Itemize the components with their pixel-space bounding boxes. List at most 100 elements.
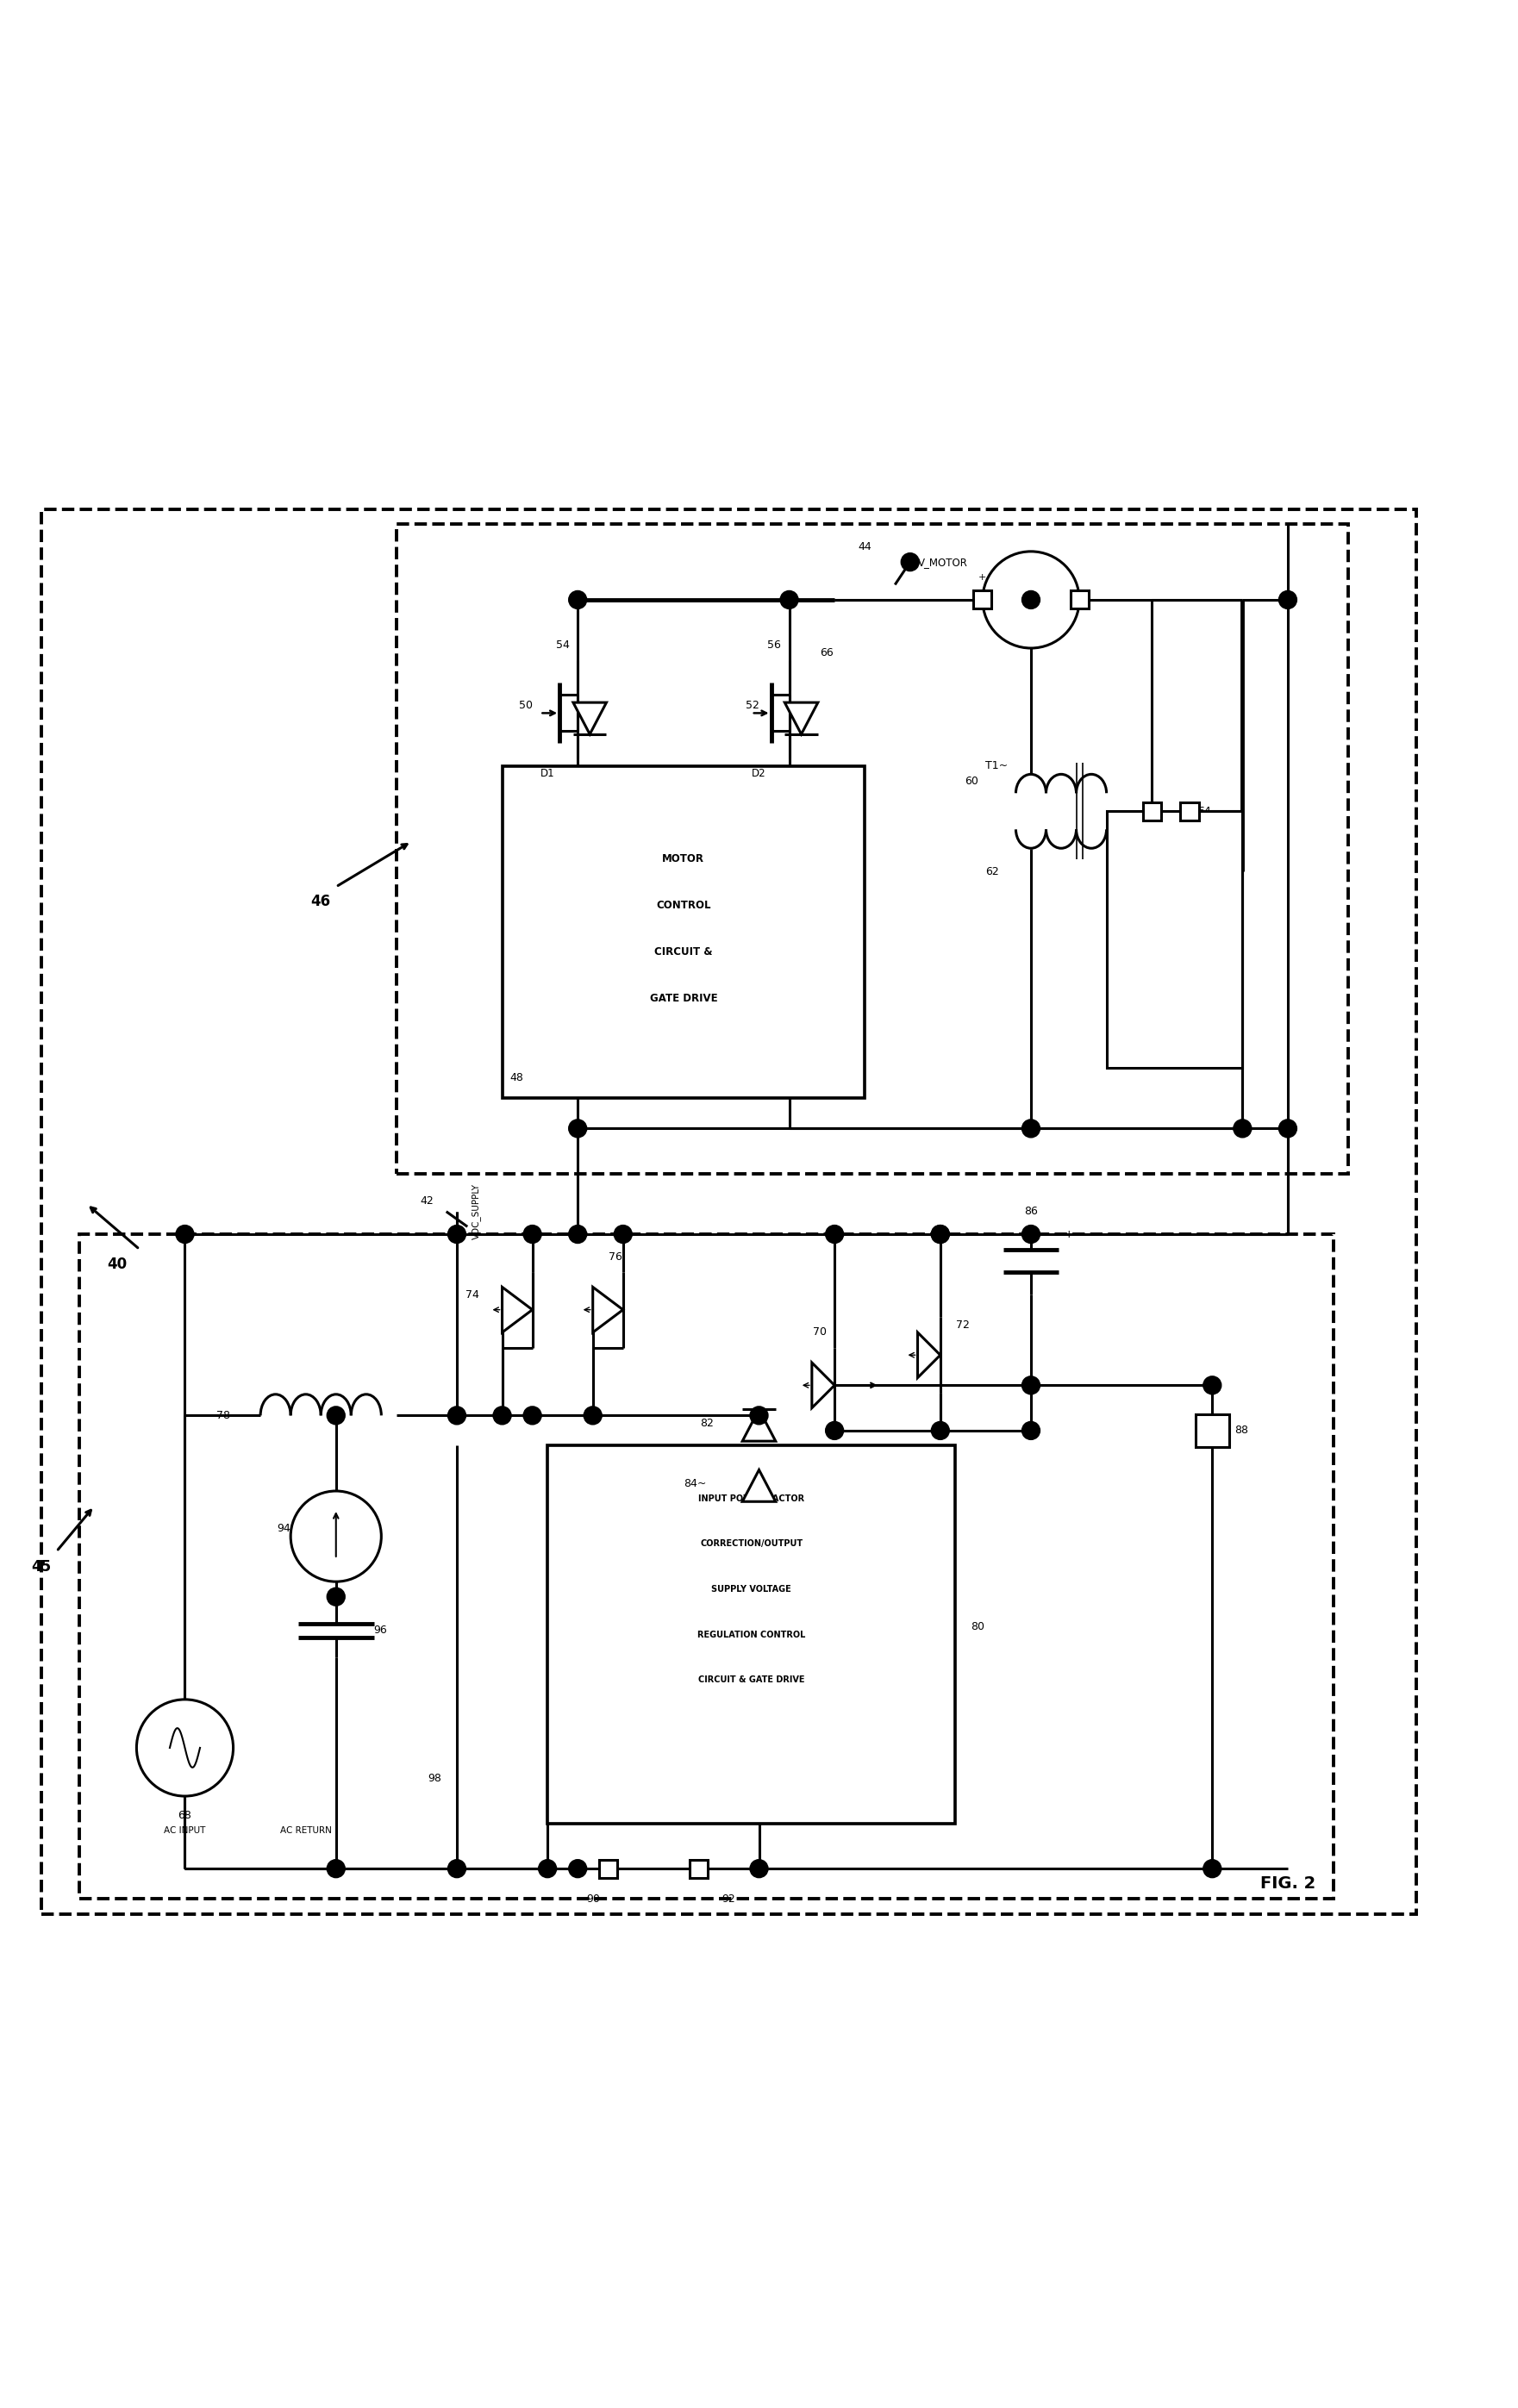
Circle shape [826,1226,842,1243]
Text: 80: 80 [970,1621,984,1633]
Circle shape [448,1226,465,1243]
Text: A: A [1026,592,1035,607]
Circle shape [569,1861,586,1876]
Text: 45: 45 [32,1558,52,1575]
Circle shape [524,1406,540,1423]
Polygon shape [918,1332,940,1377]
Text: 76: 76 [609,1252,622,1262]
Circle shape [1023,592,1040,609]
Circle shape [932,1226,949,1243]
Text: +: + [1064,1228,1073,1240]
Text: +: + [979,573,987,580]
Bar [1181,802,1199,821]
Circle shape [539,1861,556,1876]
Bar [1070,590,1088,609]
Text: 86: 86 [1025,1206,1038,1216]
Circle shape [1023,1377,1040,1394]
Text: D2: D2 [751,768,767,780]
Circle shape [524,1226,540,1243]
Text: CIRCUIT & GATE DRIVE: CIRCUIT & GATE DRIVE [698,1676,805,1683]
Circle shape [615,1226,631,1243]
Text: 64: 64 [1198,807,1211,816]
Text: 74: 74 [466,1288,480,1300]
Bar [79,1235,1333,1900]
Circle shape [569,1120,586,1137]
Text: 44: 44 [858,542,871,551]
Bar [502,766,865,1098]
Circle shape [290,1491,381,1582]
Text: VDC_SUPPLY: VDC_SUPPLY [472,1185,481,1240]
Text: 52: 52 [745,701,759,710]
Text: CORRECTION/OUTPUT: CORRECTION/OUTPUT [700,1539,803,1548]
Text: AC RETURN: AC RETURN [279,1828,331,1835]
Text: REGULATION CONTROL: REGULATION CONTROL [697,1630,806,1640]
Bar [689,1859,707,1878]
Text: SUPPLY VOLTAGE: SUPPLY VOLTAGE [712,1584,791,1594]
Circle shape [780,592,797,609]
Text: 82: 82 [700,1418,713,1428]
Text: 42: 42 [420,1194,434,1206]
Circle shape [328,1861,345,1876]
Circle shape [493,1406,510,1423]
Text: 84~: 84~ [683,1479,706,1488]
Polygon shape [574,703,606,734]
Bar [600,1859,616,1878]
Circle shape [328,1589,345,1606]
Circle shape [751,1406,767,1423]
Text: 78: 78 [217,1409,231,1421]
Text: CONTROL: CONTROL [656,901,710,910]
Bar [548,1445,955,1823]
Circle shape [1023,1120,1040,1137]
Text: 96: 96 [373,1625,387,1635]
Text: D3: D3 [751,1418,765,1428]
Text: 56: 56 [767,641,780,650]
Circle shape [902,554,918,571]
Text: 98: 98 [428,1772,442,1784]
Text: V_MOTOR: V_MOTOR [918,556,967,568]
Bar [1196,1413,1230,1447]
Circle shape [137,1700,234,1796]
Circle shape [176,1226,193,1243]
Text: INPUT POWER FACTOR: INPUT POWER FACTOR [698,1495,805,1503]
Circle shape [569,592,586,609]
Text: 50: 50 [519,701,533,710]
Circle shape [751,1861,767,1876]
Text: 90: 90 [586,1893,600,1905]
Circle shape [1234,1120,1251,1137]
Circle shape [982,551,1079,648]
Text: 40: 40 [106,1257,128,1271]
Circle shape [1280,592,1296,609]
Bar [396,525,1348,1173]
Text: D1: D1 [540,768,554,780]
Text: 68: 68 [178,1811,191,1820]
Text: T1~: T1~ [985,761,1008,771]
Polygon shape [812,1363,835,1409]
Text: D4: D4 [751,1479,765,1488]
Circle shape [826,1423,842,1440]
Text: 66: 66 [820,648,833,657]
Text: 88: 88 [1236,1426,1249,1435]
Polygon shape [742,1469,776,1503]
Circle shape [328,1406,345,1423]
Bar [1107,811,1242,1069]
Circle shape [932,1226,949,1243]
Text: CIRCUIT &: CIRCUIT & [654,946,712,958]
Circle shape [448,1406,465,1423]
Polygon shape [785,703,818,734]
Circle shape [1204,1861,1220,1876]
Circle shape [584,1406,601,1423]
Text: MOTOR: MOTOR [662,852,704,864]
Text: 46: 46 [311,893,331,910]
Text: AC INPUT: AC INPUT [164,1828,206,1835]
Circle shape [932,1423,949,1440]
Text: 48: 48 [510,1072,524,1084]
Polygon shape [742,1409,776,1440]
Text: 54: 54 [556,641,569,650]
Text: 62: 62 [985,867,999,877]
Circle shape [569,1226,586,1243]
Circle shape [1023,1423,1040,1440]
Polygon shape [502,1288,533,1332]
Text: 92: 92 [723,1893,736,1905]
Text: 60: 60 [964,775,978,787]
Circle shape [448,1861,465,1876]
